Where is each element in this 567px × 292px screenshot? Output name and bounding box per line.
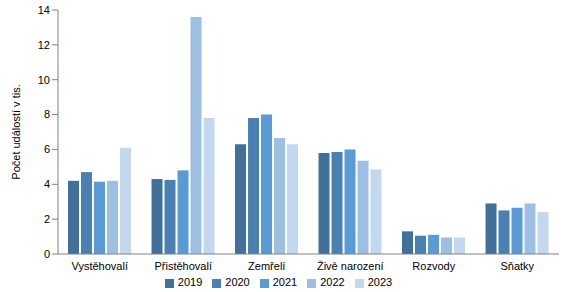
svg-text:Rozvody: Rozvody (412, 260, 455, 272)
svg-text:6: 6 (44, 143, 50, 155)
svg-text:Vystěhovalí: Vystěhovalí (72, 260, 128, 272)
svg-text:Živě narození: Živě narození (317, 260, 384, 272)
svg-text:2: 2 (44, 213, 50, 225)
svg-text:8: 8 (44, 108, 50, 120)
svg-text:14: 14 (38, 4, 50, 16)
html-text:2021: 2021 (272, 276, 298, 288)
svg-text:Zemřelí: Zemřelí (248, 260, 285, 272)
svg-text:0: 0 (44, 248, 50, 260)
html-text:2022: 2022 (320, 276, 345, 288)
svg-text:Počet událostí v tis.: Počet událostí v tis. (10, 84, 22, 179)
svg-text:12: 12 (38, 39, 50, 51)
svg-text:Přistěhovalí: Přistěhovalí (155, 260, 212, 272)
html-text:2020: 2020 (225, 276, 250, 288)
svg-text:Sňatky: Sňatky (500, 260, 534, 272)
svg-text:4: 4 (44, 178, 50, 190)
svg-text:10: 10 (38, 74, 50, 86)
html-text:2023: 2023 (367, 276, 393, 288)
html-text:2019: 2019 (177, 276, 203, 288)
